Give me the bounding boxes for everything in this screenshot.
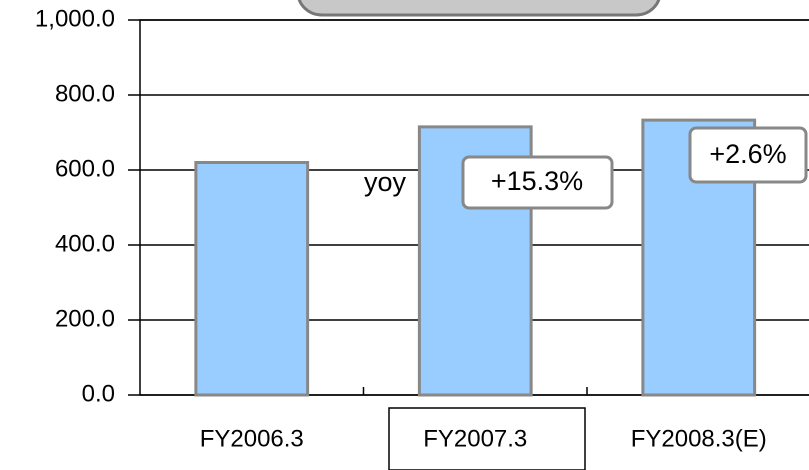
bar: [194, 161, 310, 397]
annotation-box: [688, 126, 808, 184]
category-box: [388, 407, 586, 470]
x-tick-label: FY2008.3(E): [631, 425, 767, 452]
y-tick-label: 200.0: [55, 305, 115, 332]
y-tick-label: 1,000.0: [35, 5, 115, 32]
annotation: +2.6%: [709, 139, 786, 169]
annotation-box: [461, 155, 614, 210]
y-tick-label: 400.0: [55, 230, 115, 257]
x-tick-label: FY2007.3: [423, 425, 527, 452]
header-shape: [297, 0, 661, 17]
x-tick-label: FY2006.3: [200, 425, 304, 452]
annotation: +15.3%: [491, 166, 583, 196]
annotation: yoy: [364, 167, 407, 197]
y-tick-label: 0.0: [82, 380, 115, 407]
y-tick-label: 800.0: [55, 80, 115, 107]
y-tick-label: 600.0: [55, 155, 115, 182]
